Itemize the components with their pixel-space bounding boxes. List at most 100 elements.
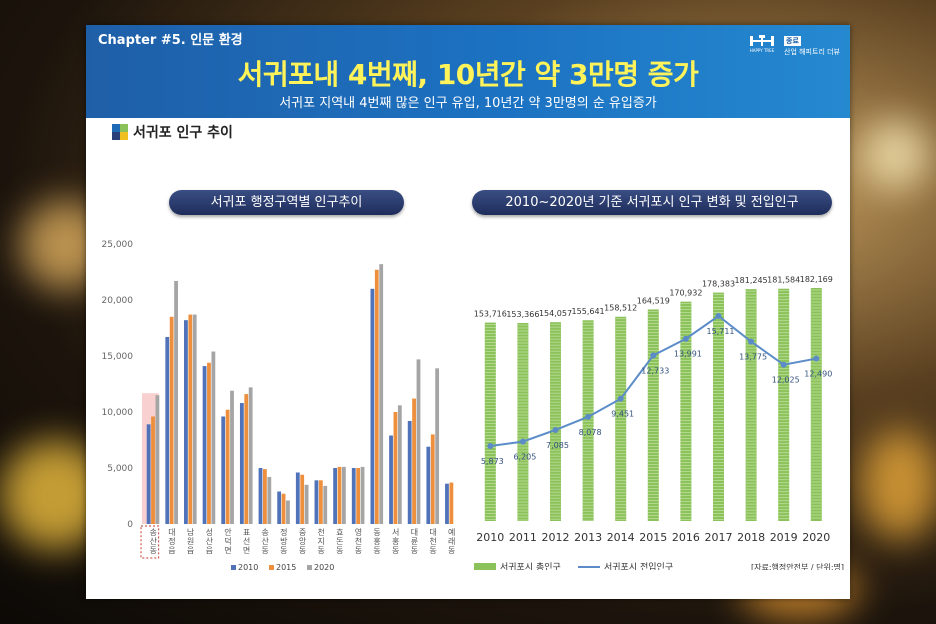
- subheadline: 서귀포 지역내 4번째 많은 인구 유입, 10년간 약 3만명의 순 유입증가: [279, 96, 657, 111]
- x-tick-label-char: 예: [448, 527, 455, 537]
- x-tick-label-char: 지: [317, 537, 324, 546]
- bar-2020: [416, 359, 421, 524]
- x-tick-label-char: 동: [280, 546, 287, 555]
- headline: 서귀포내 4번째, 10년간 약 3만명 증가: [237, 58, 699, 91]
- x-tick-label-char: 읍: [187, 546, 194, 555]
- legend-swatch: [269, 565, 274, 570]
- x-tick-label-char: 동: [373, 528, 380, 537]
- y-tick-label: 5,000: [107, 464, 133, 474]
- x-tick-label-char: 산: [206, 536, 214, 546]
- x-tick-label-char: 앙: [299, 536, 307, 546]
- legend-swatch: [307, 565, 312, 570]
- x-tick-label: 2020: [802, 531, 830, 544]
- y-tick-label: 15,000: [102, 352, 134, 362]
- bar-2010: [351, 468, 356, 524]
- line-point: [682, 335, 689, 342]
- bar-2010: [295, 472, 300, 524]
- legend-swatch: [231, 565, 236, 570]
- bar-data-label: 178,383: [702, 280, 735, 289]
- line-point: [487, 443, 494, 449]
- bar-2015: [263, 469, 267, 524]
- bar-2010: [258, 468, 263, 524]
- bar-2010: [407, 420, 412, 524]
- x-tick-label-char: 대: [411, 528, 418, 537]
- title-banner: Chapter #5. 인문 환경 HAPPY TREE 종료 산업 해피트리 …: [86, 25, 850, 118]
- bar-2010: [165, 336, 170, 524]
- x-tick-label-char: 천: [355, 536, 362, 546]
- bar-2020: [230, 390, 234, 524]
- line-data-label: 13,991: [674, 350, 702, 359]
- bar-2015: [151, 416, 155, 524]
- bar-data-label: 154,057: [539, 309, 572, 318]
- bar-total-population: [647, 309, 659, 521]
- y-tick-label: 0: [127, 520, 133, 530]
- x-tick-label-char: 서: [392, 528, 399, 537]
- x-tick-label-char: 홍: [392, 536, 399, 546]
- x-tick-label-char: 동: [150, 546, 157, 555]
- bar-2010: [277, 491, 282, 524]
- line-point: [813, 355, 820, 362]
- bar-2020: [174, 280, 178, 524]
- bar-2015: [449, 482, 454, 524]
- highlight-label-box: [140, 525, 160, 559]
- x-tick-label-char: 원: [187, 537, 194, 546]
- bar-data-label: 164,519: [637, 296, 670, 305]
- bar-2015: [169, 316, 174, 524]
- line-point: [715, 313, 722, 319]
- bar-2010: [221, 416, 226, 524]
- bar-2020: [155, 395, 160, 524]
- x-tick-label-char: 중: [299, 528, 306, 537]
- x-tick-label: 2013: [574, 531, 602, 544]
- x-tick-label-char: 면: [224, 545, 231, 555]
- bar-2010: [370, 288, 375, 524]
- line-data-label: 12,490: [804, 370, 832, 379]
- bar-2020: [379, 264, 384, 524]
- x-tick-label: 2017: [705, 531, 733, 544]
- bar-2015: [300, 474, 305, 524]
- x-tick-label: 2014: [607, 531, 635, 544]
- bar-2015: [188, 314, 193, 524]
- bar-2020: [267, 476, 272, 524]
- line-point: [650, 352, 657, 359]
- x-tick-label-char: 홍: [373, 536, 380, 546]
- bar-2020: [211, 351, 216, 524]
- bar-data-label: 181,245: [735, 276, 768, 285]
- bar-data-label: 155,641: [572, 307, 605, 316]
- x-tick-label: 2015: [639, 531, 667, 544]
- x-tick-label-char: 정: [280, 527, 287, 537]
- x-tick-label-char: 표: [243, 528, 250, 537]
- x-tick-label-char: 송: [150, 528, 157, 537]
- y-tick-label: 10,000: [102, 408, 134, 418]
- slide: Chapter #5. 인문 환경 HAPPY TREE 종료 산업 해피트리 …: [86, 25, 850, 599]
- x-tick-label-char: 읍: [206, 546, 213, 555]
- x-tick-label-char: 동: [317, 546, 324, 555]
- logo-name: 산업 해피트리 더뷰: [784, 48, 840, 56]
- x-tick-label-char: 읍: [168, 546, 175, 555]
- x-tick-label-char: 대: [429, 528, 436, 537]
- legend-label-line: 서귀포시 전입인구: [604, 561, 673, 570]
- right-chart-title: 2010~2020년 기준 서귀포시 인구 변화 및 전입인구: [472, 190, 832, 215]
- section-title-text: 서귀포 인구 추이: [133, 125, 233, 141]
- section-title: 서귀포 인구 추이: [112, 122, 233, 142]
- bar-2020: [397, 405, 402, 524]
- bar-data-label: 158,512: [604, 304, 637, 313]
- line-point: [585, 413, 592, 420]
- x-tick-label-char: 대: [168, 528, 175, 537]
- x-tick-label-char: 영: [355, 527, 362, 537]
- bar-2010: [389, 435, 393, 524]
- x-tick-label-char: 돈: [336, 537, 343, 546]
- x-tick-label-char: 동: [336, 546, 343, 555]
- x-tick-label: 2012: [542, 531, 570, 544]
- bar-2010: [202, 366, 207, 524]
- x-tick-label-char: 면: [243, 545, 250, 555]
- source-note: [자료:행정안전부 / 단위:명]: [751, 562, 844, 570]
- logo-brand: HAPPY TREE: [750, 48, 775, 53]
- line-point: [552, 426, 559, 433]
- bar-2020: [360, 466, 365, 524]
- bar-total-population: [484, 322, 496, 521]
- x-tick-label-char: 덕: [224, 536, 231, 546]
- bar-total-population: [550, 322, 561, 521]
- company-logo: HAPPY TREE 종료 산업 해피트리 더뷰: [746, 28, 840, 57]
- happy-tree-logo-icon: HAPPY TREE: [746, 33, 778, 53]
- bar-total-population: [810, 288, 822, 521]
